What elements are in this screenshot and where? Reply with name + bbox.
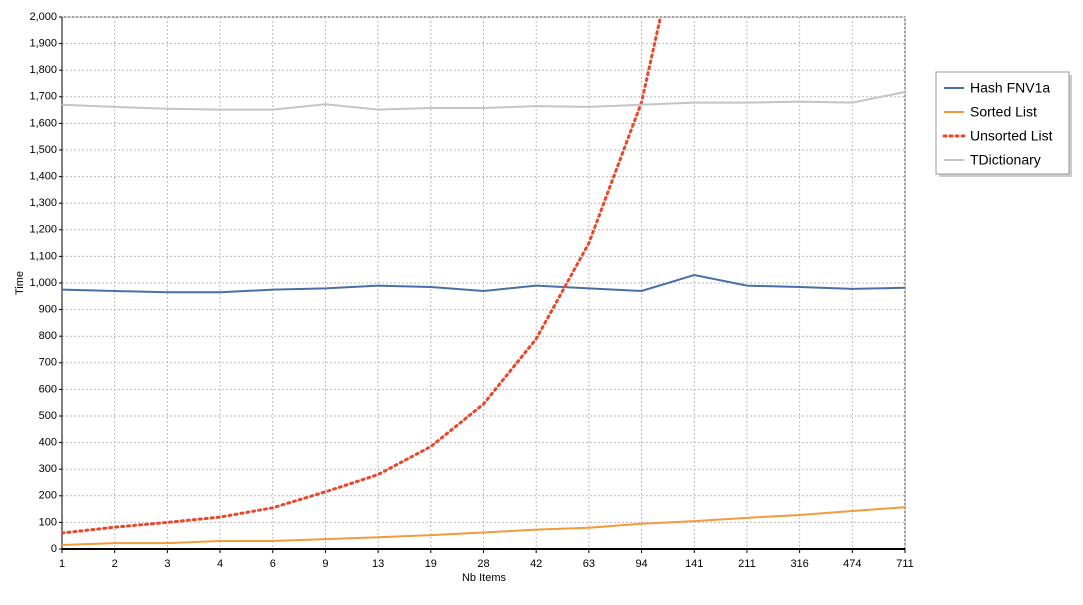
y-axis-label: Time (14, 271, 26, 295)
x-tick-label: 2 (112, 558, 118, 570)
y-tick-label: 0 (51, 543, 57, 555)
y-tick-label: 900 (39, 304, 57, 316)
x-axis-label: Nb Items (462, 572, 507, 584)
y-tick-label: 1,700 (29, 91, 57, 103)
series-line (62, 273, 905, 294)
x-tick-label: 42 (530, 558, 542, 570)
y-tick-label: 300 (39, 463, 57, 475)
x-tick-label: 94 (635, 558, 647, 570)
y-tick-label: 2,000 (29, 11, 57, 23)
y-tick-label: 1,400 (29, 171, 57, 183)
y-tick-label: 1,800 (29, 64, 57, 76)
y-tick-label: 1,000 (29, 277, 57, 289)
y-tick-label: 600 (39, 383, 57, 395)
y-tick-label: 1,900 (29, 38, 57, 50)
x-tick-label: 13 (372, 558, 384, 570)
y-tick-label: 700 (39, 357, 57, 369)
y-tick-label: 1,300 (29, 197, 57, 209)
x-tick-label: 6 (270, 558, 276, 570)
x-tick-label: 141 (685, 558, 703, 570)
x-tick-label: 4 (217, 558, 223, 570)
x-tick-label: 474 (843, 558, 861, 570)
x-tick-label: 19 (425, 558, 437, 570)
series-line (62, 17, 663, 535)
x-tick-label: 3 (164, 558, 170, 570)
y-tick-label: 800 (39, 330, 57, 342)
legend-label: Hash FNV1a (970, 80, 1050, 96)
x-tick-label: 211 (738, 558, 756, 570)
series-line (62, 91, 905, 111)
y-tick-label: 1,600 (29, 117, 57, 129)
y-tick-label: 200 (39, 490, 57, 502)
y-tick-label: 500 (39, 410, 57, 422)
x-tick-label: 1 (59, 558, 65, 570)
x-tick-label: 316 (790, 558, 808, 570)
y-tick-label: 100 (39, 516, 57, 528)
y-tick-label: 1,100 (29, 250, 57, 262)
legend-label: TDictionary (970, 152, 1041, 168)
y-tick-label: 1,500 (29, 144, 57, 156)
legend: Hash FNV1a Sorted List Unsorted List TDicti… (935, 71, 1072, 177)
x-tick-label: 28 (477, 558, 489, 570)
y-tick-label: 1,200 (29, 224, 57, 236)
legend-label: Unsorted List (970, 128, 1053, 144)
x-tick-label: 63 (583, 558, 595, 570)
y-tick-label: 400 (39, 437, 57, 449)
series-line (62, 506, 905, 547)
legend-label: Sorted List (970, 104, 1037, 120)
x-tick-label: 9 (322, 558, 328, 570)
x-tick-label: 711 (896, 558, 914, 570)
